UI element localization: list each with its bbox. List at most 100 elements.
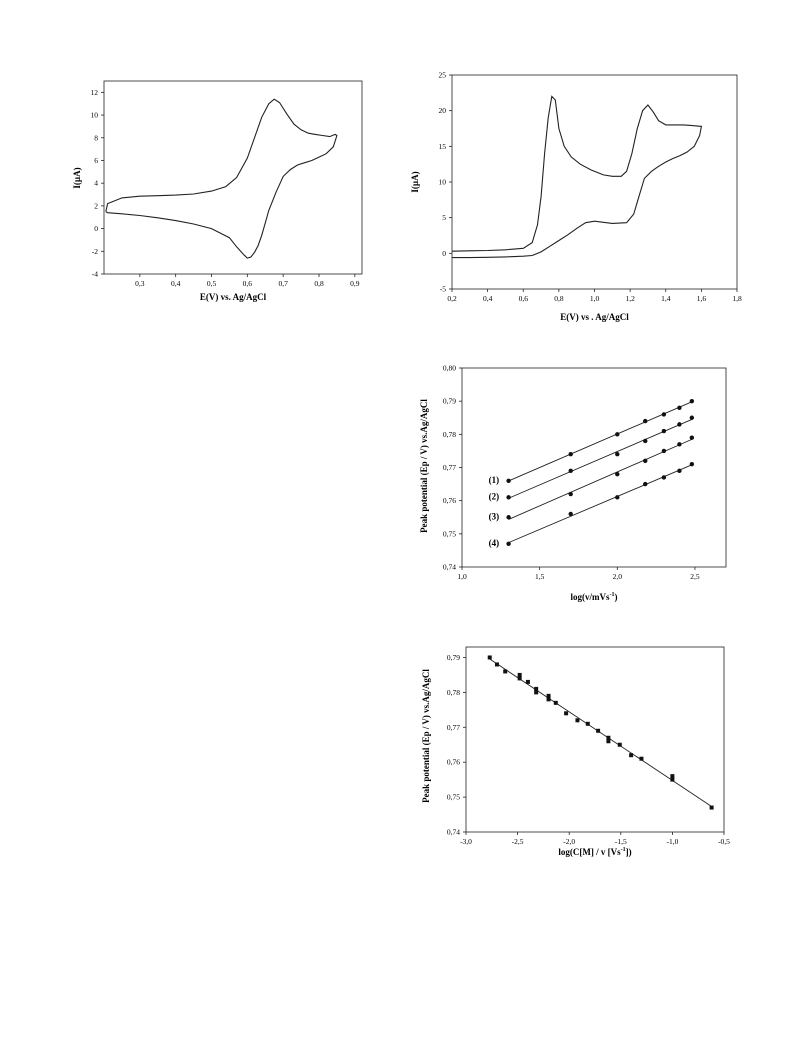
ep-logv-data-point bbox=[615, 452, 620, 457]
cv2-plot-frame bbox=[451, 74, 738, 290]
cv1-y-tick-label: -2 bbox=[92, 247, 98, 256]
cv1-x-tick-label: 0,8 bbox=[314, 279, 324, 288]
ep-logc-data-point bbox=[534, 690, 539, 695]
ep-logv-y-tick-label: 0,77 bbox=[443, 463, 456, 472]
ep-logv-data-point bbox=[689, 415, 695, 420]
ep-logc-x-axis-label: log(C[M] / v [Vs-1]) bbox=[558, 847, 631, 857]
cv1-y-tick-label: 6 bbox=[94, 156, 98, 165]
ep-logc-chart: -3,0 -2,5 -2,0 -1,5 -1,0 -0,5 0,74 0,75 0,76 0,77… bbox=[421, 646, 730, 857]
ep-logv-data-point bbox=[661, 412, 667, 417]
ep-logc-data-point bbox=[585, 721, 590, 726]
cv2-x-tick-label: 1,6 bbox=[697, 294, 707, 303]
cv2-x-tick-label: 1,2 bbox=[625, 294, 635, 303]
ep-logv-data-point bbox=[506, 495, 511, 500]
ep-logv-data-point bbox=[506, 478, 511, 483]
ep-logc-data-point bbox=[606, 735, 611, 740]
ep-logc-data-point bbox=[709, 805, 714, 810]
ep-logc-x-tick-label: -1,0 bbox=[666, 837, 678, 846]
cv2-y-axis-label: I(µA) bbox=[410, 171, 420, 192]
ep-logv-data-point bbox=[568, 491, 573, 497]
ep-logc-data-point bbox=[639, 756, 644, 761]
cv2-x-tick-label: 0,4 bbox=[483, 294, 493, 303]
ep-logc-fit-line-1 bbox=[489, 658, 712, 807]
ep-logc-data-point bbox=[575, 718, 580, 723]
ep-logv-series-label: (1) bbox=[489, 475, 500, 485]
ep-logv-data-point bbox=[677, 442, 682, 447]
ep-logc-data-point bbox=[487, 655, 492, 660]
cv2-x-tick-label: 0,8 bbox=[554, 294, 564, 303]
cv1-chart: 0,3 0,4 0,5 0,6 0,7 0,8 0,9 -4 -2 0 2 4 6 8 10 12 E(V) v… bbox=[72, 80, 363, 302]
ep-logc-data-point bbox=[629, 753, 634, 758]
ep-logv-x-tick-label: 1,5 bbox=[535, 572, 545, 581]
ep-logv-y-axis-label: Peak potential (Ep / V) vs.Ag/AgCl bbox=[419, 399, 429, 533]
ep-logc-x-tick-label: -2,5 bbox=[512, 837, 524, 846]
ep-logv-y-tick-label: 0,80 bbox=[443, 364, 456, 373]
ep-logv-x-tick-label: 2,5 bbox=[690, 572, 700, 581]
ep-logv-data-point bbox=[661, 475, 667, 480]
ep-logc-data-point bbox=[606, 739, 611, 744]
ep-logv-data-point bbox=[643, 481, 648, 487]
cv1-y-tick-label: -4 bbox=[92, 270, 98, 279]
ep-logv-data-point bbox=[568, 452, 573, 457]
ep-logv-data-point bbox=[615, 495, 620, 500]
cv1-x-tick-label: 0,4 bbox=[171, 279, 181, 288]
ep-logv-data-point bbox=[677, 422, 682, 427]
ep-logc-data-point bbox=[596, 728, 601, 733]
cv1-y-tick-label: 10 bbox=[91, 111, 99, 120]
ep-logv-y-tick-label: 0,78 bbox=[443, 430, 456, 439]
cv2-y-tick-label: 0 bbox=[442, 249, 446, 258]
ep-logv-chart: 1,0 1,5 2,0 2,5 0,74 0,75 0,76 0,77 0,78 0,79 0,80… bbox=[419, 364, 727, 602]
ep-logc-data-point bbox=[503, 669, 508, 674]
ep-logc-y-tick-label: 0,76 bbox=[447, 758, 460, 767]
ep-logv-data-point bbox=[615, 432, 620, 437]
cv2-chart: 0,2 0,4 0,6 0,8 1,0 1,2 1,4 1,6 1,8 -5 0 5 10 15 20 25 E… bbox=[410, 71, 742, 323]
cv1-voltammogram-line bbox=[105, 98, 338, 259]
ep-logc-data-point bbox=[517, 672, 522, 677]
cv1-y-tick-label: 12 bbox=[91, 88, 99, 97]
ep-logv-x-tick-label: 1,0 bbox=[457, 572, 467, 581]
cv2-x-tick-label: 1,4 bbox=[661, 294, 671, 303]
ep-logc-plot-frame bbox=[465, 646, 725, 833]
cv2-y-tick-label: 20 bbox=[439, 106, 447, 115]
cv1-x-tick-label: 0,6 bbox=[243, 279, 253, 288]
ep-logc-y-tick-label: 0,79 bbox=[447, 653, 460, 662]
ep-logv-fit-line-4 bbox=[508, 464, 693, 544]
ep-logv-data-point bbox=[677, 468, 682, 474]
ep-logc-data-point bbox=[517, 676, 522, 681]
cv1-x-tick-label: 0,9 bbox=[350, 279, 360, 288]
ep-logc-y-axis-label: Peak potential (Ep / V) vs.Ag/AgCl bbox=[421, 669, 431, 803]
ep-logc-y-tick-label: 0,78 bbox=[447, 688, 460, 697]
ep-logv-data-point bbox=[677, 405, 682, 410]
cv2-x-tick-label: 1,8 bbox=[732, 294, 742, 303]
ep-logv-data-point bbox=[689, 461, 695, 467]
ep-logc-y-tick-label: 0,75 bbox=[447, 793, 460, 802]
ep-logc-y-tick-label: 0,74 bbox=[447, 828, 460, 837]
ep-logv-data-point bbox=[568, 511, 573, 517]
ep-logv-data-point bbox=[643, 418, 648, 424]
ep-logv-fit-line-1 bbox=[508, 401, 693, 482]
ep-logv-data-point bbox=[689, 435, 695, 440]
ep-logv-y-tick-label: 0,76 bbox=[443, 496, 456, 505]
ep-logv-data-point bbox=[689, 398, 695, 404]
ep-logc-x-tick-label: -3,0 bbox=[460, 837, 472, 846]
ep-logc-data-point bbox=[553, 700, 558, 705]
ep-logv-fit-line-3 bbox=[508, 438, 693, 520]
ep-logv-y-tick-label: 0,79 bbox=[443, 397, 456, 406]
cv1-y-tick-label: 0 bbox=[94, 224, 98, 233]
ep-logc-data-point bbox=[617, 742, 622, 747]
ep-logv-series-label: (2) bbox=[489, 491, 500, 501]
ep-logc-data-point bbox=[670, 774, 675, 779]
cv1-x-tick-label: 0,3 bbox=[135, 279, 145, 288]
ep-logv-data-point bbox=[643, 458, 648, 464]
cv1-plot-frame bbox=[103, 80, 363, 275]
ep-logv-data-point bbox=[661, 428, 667, 434]
cv1-y-tick-label: 8 bbox=[94, 133, 98, 142]
cv2-voltammogram-line bbox=[451, 95, 703, 259]
ep-logc-data-point bbox=[670, 777, 675, 782]
ep-logv-data-point bbox=[643, 438, 648, 444]
ep-logv-data-point bbox=[661, 448, 667, 454]
ep-logv-x-tick-label: 2,0 bbox=[613, 572, 623, 581]
cv1-y-tick-label: 2 bbox=[94, 201, 98, 210]
cv2-y-tick-label: 15 bbox=[439, 142, 447, 151]
ep-logc-data-point bbox=[494, 662, 499, 667]
